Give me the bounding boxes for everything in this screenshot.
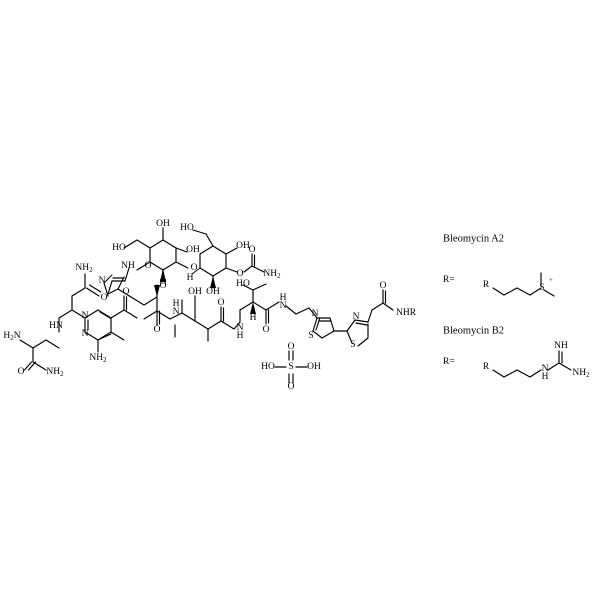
group-sulfate-counterion bbox=[274, 350, 308, 384]
atom-label-o-backbone-2: O bbox=[218, 298, 225, 308]
legend-r-label-b2: R= bbox=[443, 357, 455, 367]
atom-label-r-attach-b2: R bbox=[483, 362, 490, 372]
atom-label-sulfonium-a2: S bbox=[539, 283, 544, 293]
group-sugar-left bbox=[123, 227, 189, 283]
atom-label-nh2-asparagine: NH2 bbox=[75, 263, 93, 273]
atom-label-hn-bridge: HN bbox=[49, 321, 63, 331]
atom-label-nh-backbone-2: N bbox=[237, 323, 244, 333]
legend-bleomycin-b2: Bleomycin B2 R= R N H NH NH2 bbox=[443, 325, 590, 382]
atom-label-r-attach-a2: R bbox=[483, 280, 490, 290]
atom-label-oh-sugar-left-right: OH bbox=[186, 245, 200, 255]
atom-label-h2n: H2N bbox=[3, 331, 20, 341]
atom-label-nh2-pyrimidine: NH2 bbox=[89, 353, 107, 363]
atom-label-n-pyrimidine-1: N bbox=[82, 311, 89, 321]
atom-label-o-asparagine: O bbox=[101, 293, 108, 303]
atom-label-ho-sugar-left: HO bbox=[112, 243, 126, 253]
atom-label-o-sulfate-bottom: O bbox=[288, 382, 295, 392]
atom-label-o-backbone-3: O bbox=[263, 325, 270, 335]
atom-label-nh-backbone-1: N bbox=[173, 307, 180, 317]
atom-label-n-thiazole-2: N bbox=[353, 312, 360, 322]
atom-label-oh-sulfate: OH bbox=[307, 362, 321, 372]
group-bithiazole bbox=[308, 289, 394, 347]
legend-bleomycin-a2: Bleomycin A2 R= R S + bbox=[443, 233, 555, 297]
group-peptide-backbone bbox=[130, 283, 310, 342]
legend-r-label-a2: R= bbox=[443, 275, 455, 285]
atom-label-o-terminal: O bbox=[18, 367, 25, 377]
atom-label-o-amide-1: O bbox=[123, 287, 130, 297]
atom-label-n-guanidine-h-b2: H bbox=[542, 372, 549, 382]
atom-label-n-imidazole: N bbox=[99, 276, 106, 286]
atom-label-oh-sugar-right: OH bbox=[236, 241, 250, 251]
atom-label-o-carbamate-carbonyl: O bbox=[249, 245, 256, 255]
atom-label-n-thiazole-1: N bbox=[312, 309, 319, 319]
atom-label-n-pyrimidine-2: N bbox=[82, 329, 89, 339]
atom-label-ho-sugar-right: HO bbox=[180, 223, 194, 233]
atom-label-ho-valine: HO bbox=[236, 279, 250, 289]
legend-title-b2: Bleomycin B2 bbox=[443, 325, 504, 336]
atom-label-ho-sulfate: HO bbox=[261, 362, 275, 372]
group-asparagine-branch bbox=[58, 273, 102, 333]
atom-label-o-bithiazole-amide: O bbox=[380, 281, 387, 291]
atom-label-layer: H2N O NH2 HN NH2 O N N NH2 O N NH HO OH … bbox=[3, 219, 416, 392]
atom-label-s-sulfate: S bbox=[288, 362, 293, 372]
atom-label-n-guanidine-b2: N bbox=[542, 364, 549, 374]
atom-label-s-thiazole-2: S bbox=[350, 340, 355, 350]
atom-label-o-glycosidic: O bbox=[191, 263, 198, 273]
atom-label-o-ester: O bbox=[160, 277, 167, 287]
atom-label-o-sulfate-top: O bbox=[288, 342, 295, 352]
group-pyrimidine-ring bbox=[84, 295, 138, 353]
atom-label-nh2-terminal: NH2 bbox=[46, 367, 64, 377]
atom-label-sulfonium-charge-a2: + bbox=[549, 277, 553, 284]
atom-label-h-stereo-sugar: H bbox=[187, 273, 194, 283]
atom-label-o-ring-left: O bbox=[145, 261, 152, 271]
atom-label-nh-backbone-3: N bbox=[280, 301, 287, 311]
atom-label-o-backbone-1: O bbox=[154, 325, 161, 335]
atom-label-nh-imidazole: NH bbox=[121, 261, 135, 271]
atom-label-nh-backbone-3-h: H bbox=[280, 293, 287, 303]
atom-label-oh-backbone: OH bbox=[188, 287, 202, 297]
atom-label-nh-backbone-2-h: H bbox=[237, 331, 244, 341]
group-imidazole-ring bbox=[103, 267, 132, 298]
atom-label-nh2-guanidine-b2: NH2 bbox=[572, 368, 590, 378]
atom-label-s-thiazole-1: S bbox=[308, 331, 313, 341]
atom-label-oh-sugar-right-down: OH bbox=[206, 287, 220, 297]
atom-label-o-carbamate: O bbox=[237, 269, 244, 279]
atom-label-o-anomeric: O bbox=[160, 281, 167, 291]
atom-label-nh-imine-b2: NH bbox=[554, 341, 568, 351]
group-terminal-aminopropionamide bbox=[19, 339, 60, 371]
atom-label-nhr: NHR bbox=[396, 308, 417, 318]
atom-label-oh-sugar-left-top: OH bbox=[156, 219, 170, 229]
atom-label-h-stereo-valine: H bbox=[250, 313, 257, 323]
group-sugar-right bbox=[191, 229, 265, 289]
atom-label-nh-backbone-1-h: H bbox=[173, 299, 180, 309]
legend-title-a2: Bleomycin A2 bbox=[443, 233, 504, 244]
atom-label-nh2-carbamate: NH2 bbox=[263, 269, 281, 279]
